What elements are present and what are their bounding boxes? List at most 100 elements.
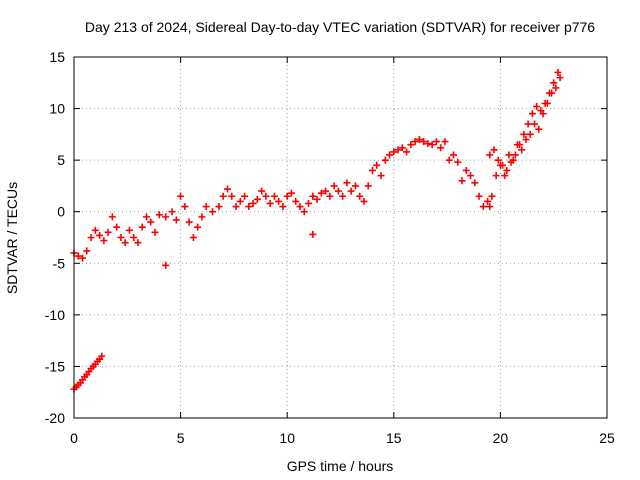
data-point [162, 261, 170, 269]
data-point [454, 158, 462, 166]
data-point [334, 187, 342, 195]
y-axis-label: SDTVAR / TECUs [4, 182, 20, 294]
data-point [503, 166, 511, 174]
data-point [83, 247, 91, 255]
data-point [74, 252, 82, 260]
y-tick-label: 5 [57, 152, 65, 168]
data-point [511, 151, 519, 159]
data-point [390, 148, 398, 156]
data-point [121, 239, 129, 247]
x-tick-label: 20 [493, 430, 509, 446]
data-point [322, 187, 330, 195]
x-tick-label: 25 [599, 430, 615, 446]
data-point [224, 185, 232, 193]
y-tick-label: -10 [45, 307, 65, 323]
data-point [449, 151, 457, 159]
data-point [462, 166, 470, 174]
data-points [70, 68, 564, 393]
data-point [441, 138, 449, 146]
data-point [554, 68, 562, 76]
data-point [100, 237, 108, 245]
data-point [428, 141, 436, 149]
data-point [347, 187, 355, 195]
data-point [411, 138, 419, 146]
data-point [501, 172, 509, 180]
data-point [108, 213, 116, 221]
data-point [134, 239, 142, 247]
data-point [313, 195, 321, 203]
data-point [202, 203, 210, 211]
data-point [138, 223, 146, 231]
data-point [552, 84, 560, 92]
data-point [424, 140, 432, 148]
data-point [181, 203, 189, 211]
data-point [492, 172, 500, 180]
y-tick-label: 0 [57, 204, 65, 220]
data-point [368, 166, 376, 174]
data-point [241, 192, 249, 200]
data-point [292, 197, 300, 205]
data-point [360, 197, 368, 205]
data-point [151, 228, 159, 236]
series-upper-branch [486, 68, 562, 174]
data-point [245, 203, 253, 211]
plot-frame [73, 56, 608, 419]
data-point [317, 189, 325, 197]
data-point [499, 161, 507, 169]
data-point [507, 158, 515, 166]
axis-ticks [73, 56, 608, 419]
data-point [531, 120, 539, 128]
data-point [471, 179, 479, 187]
data-point [147, 218, 155, 226]
data-point [300, 208, 308, 216]
data-point [488, 192, 496, 200]
data-point [270, 192, 278, 200]
x-tick-label: 10 [279, 430, 295, 446]
data-point [520, 130, 528, 138]
data-point [479, 203, 487, 211]
data-point [526, 130, 534, 138]
data-point [309, 230, 317, 238]
data-point [535, 125, 543, 133]
data-point [232, 203, 240, 211]
data-point [275, 197, 283, 205]
data-point [98, 352, 106, 360]
data-point [398, 144, 406, 152]
series-isolated-points [162, 203, 494, 269]
data-point [484, 197, 492, 205]
data-point [486, 151, 494, 159]
x-tick-label: 15 [386, 430, 402, 446]
data-point [189, 234, 197, 241]
data-point [215, 203, 223, 211]
data-point [458, 177, 466, 185]
y-tick-label: 15 [49, 49, 65, 65]
data-point [104, 228, 112, 236]
data-point [117, 234, 125, 241]
data-point [486, 203, 494, 211]
grid [74, 57, 607, 418]
data-point [522, 136, 530, 144]
data-point [287, 189, 295, 197]
data-point [556, 74, 564, 82]
series-low-arc [70, 352, 106, 393]
data-point [373, 161, 381, 169]
x-tick-label: 5 [177, 430, 185, 446]
data-point [309, 192, 317, 200]
data-point [219, 192, 227, 200]
data-point [351, 182, 359, 190]
data-point [516, 141, 524, 149]
data-point [125, 226, 133, 234]
data-point [330, 182, 338, 190]
data-point [253, 195, 261, 203]
data-point [524, 120, 532, 128]
data-point [258, 187, 266, 195]
y-tick-label: 10 [49, 101, 65, 117]
data-point [130, 234, 138, 241]
data-point [437, 144, 445, 152]
data-point [79, 254, 87, 262]
data-point [377, 172, 385, 180]
data-point [528, 110, 536, 118]
data-point [364, 182, 372, 190]
data-point [343, 179, 351, 187]
